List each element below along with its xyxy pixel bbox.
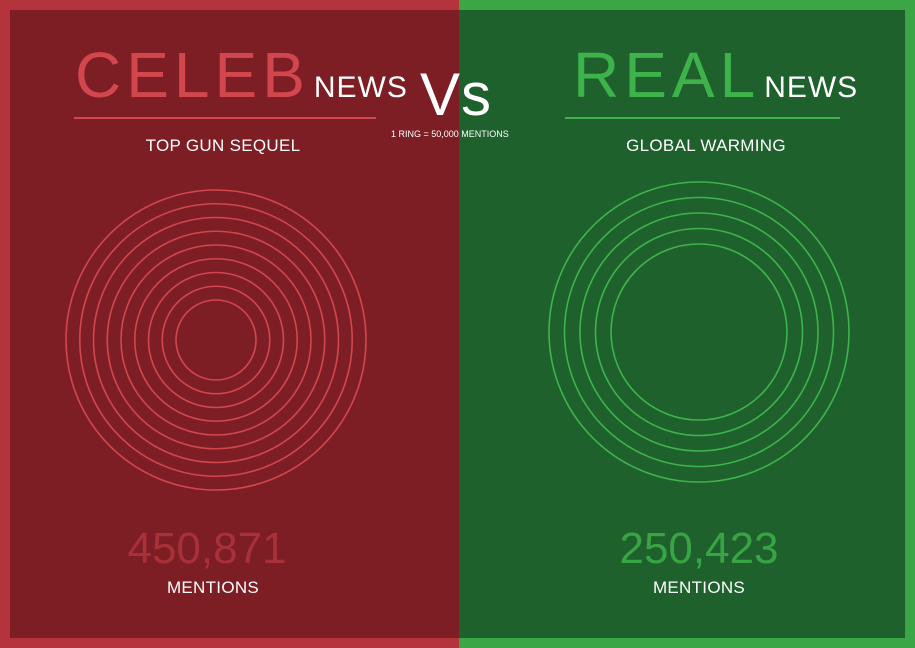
real-news-panel bbox=[459, 0, 915, 648]
celeb-topic: TOP GUN SEQUEL bbox=[145, 136, 301, 155]
real-news-word: NEWS bbox=[764, 71, 859, 104]
celeb-ring-8 bbox=[161, 285, 271, 395]
celeb-ring-6 bbox=[133, 257, 299, 423]
celeb-ring-7 bbox=[147, 271, 285, 409]
celeb-title-divider bbox=[74, 117, 376, 119]
celeb-ring-1 bbox=[65, 189, 367, 491]
celeb-ring-4 bbox=[106, 230, 326, 450]
real-ring-1 bbox=[548, 181, 850, 483]
real-mentions-count: 250,423 bbox=[619, 524, 779, 573]
real-news-title: REAL NEWS bbox=[573, 38, 858, 112]
celeb-mentions-label: MENTIONS bbox=[166, 578, 260, 597]
real-mentions-label: MENTIONS bbox=[652, 578, 746, 597]
celeb-ring-9 bbox=[175, 299, 257, 381]
celeb-title-word: CELEB bbox=[75, 39, 310, 111]
real-title-divider bbox=[565, 117, 840, 119]
real-title-word: REAL bbox=[573, 39, 761, 111]
real-ring-4 bbox=[594, 227, 804, 437]
celeb-mentions-count: 450,871 bbox=[127, 524, 287, 573]
real-ring-2 bbox=[563, 196, 835, 468]
celeb-ring-2 bbox=[78, 202, 354, 478]
versus-label: Vs bbox=[420, 61, 493, 128]
celeb-ring-3 bbox=[92, 216, 340, 464]
celeb-ring-5 bbox=[120, 244, 312, 436]
celeb-news-panel bbox=[0, 0, 459, 648]
real-topic: GLOBAL WARMING bbox=[626, 136, 786, 155]
ring-legend: 1 RING = 50,000 MENTIONS bbox=[391, 129, 509, 139]
real-ring-3 bbox=[579, 212, 819, 452]
celeb-news-title: CELEB NEWS bbox=[75, 38, 408, 112]
celeb-news-word: NEWS bbox=[313, 71, 408, 104]
real-ring-5 bbox=[610, 243, 788, 421]
